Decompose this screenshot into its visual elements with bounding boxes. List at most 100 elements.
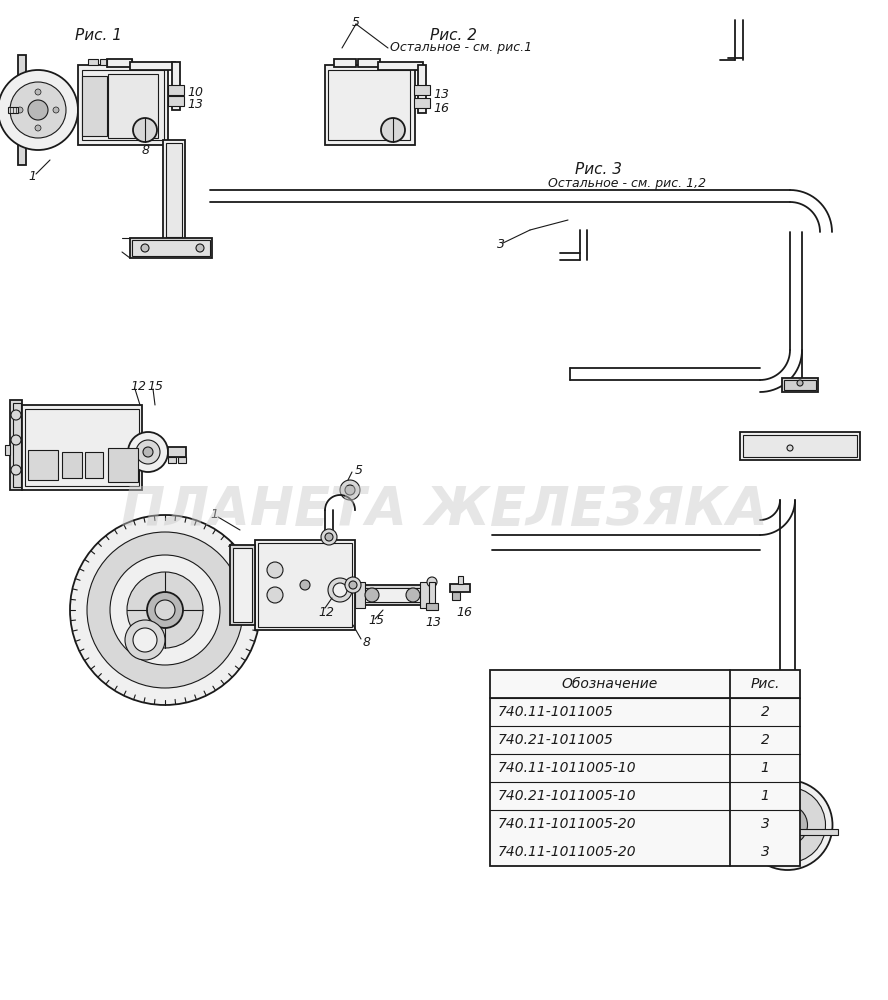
- Circle shape: [133, 118, 157, 142]
- Circle shape: [70, 515, 260, 705]
- Circle shape: [141, 244, 149, 252]
- Circle shape: [155, 600, 175, 620]
- Text: 1: 1: [760, 761, 769, 775]
- Text: 3: 3: [497, 238, 505, 251]
- Bar: [414, 85, 430, 95]
- Text: 16: 16: [433, 102, 449, 114]
- Text: Рис. 2: Рис. 2: [430, 27, 477, 42]
- Text: 740.21-1011005-10: 740.21-1011005-10: [498, 789, 637, 803]
- Bar: [178, 457, 186, 463]
- Bar: [378, 62, 423, 70]
- Circle shape: [349, 581, 357, 589]
- Bar: [108, 74, 158, 138]
- Circle shape: [87, 532, 243, 688]
- Bar: [230, 545, 255, 625]
- Bar: [233, 548, 252, 622]
- Circle shape: [381, 118, 405, 142]
- Bar: [782, 378, 818, 392]
- Circle shape: [35, 125, 41, 131]
- Circle shape: [196, 244, 204, 252]
- Circle shape: [133, 628, 157, 652]
- Circle shape: [11, 435, 21, 445]
- Text: 15: 15: [147, 380, 163, 393]
- Circle shape: [147, 592, 183, 628]
- Circle shape: [328, 578, 352, 602]
- Circle shape: [345, 577, 361, 593]
- Bar: [13, 403, 21, 487]
- Text: 8: 8: [363, 636, 371, 648]
- Text: 1: 1: [760, 789, 769, 803]
- Text: 8: 8: [142, 144, 150, 157]
- Circle shape: [780, 817, 796, 833]
- Circle shape: [267, 587, 283, 603]
- Text: Рис. 1: Рис. 1: [75, 27, 122, 42]
- Bar: [25, 409, 139, 486]
- Text: 3: 3: [760, 817, 769, 831]
- Bar: [85, 452, 103, 478]
- Text: Рис.: Рис.: [750, 677, 780, 691]
- Bar: [172, 62, 180, 110]
- Bar: [100, 59, 110, 65]
- Text: 2: 2: [760, 733, 769, 747]
- Bar: [22, 405, 142, 490]
- Bar: [108, 448, 138, 482]
- Circle shape: [125, 620, 165, 660]
- Bar: [743, 435, 857, 457]
- Bar: [168, 447, 186, 457]
- Bar: [62, 452, 82, 478]
- Circle shape: [0, 70, 78, 150]
- Circle shape: [321, 529, 337, 545]
- Bar: [325, 65, 415, 145]
- Text: 1: 1: [28, 169, 36, 182]
- Bar: [490, 670, 800, 866]
- Text: Остальное - см. рис.1: Остальное - см. рис.1: [390, 41, 532, 54]
- Text: 12: 12: [130, 380, 146, 393]
- Circle shape: [110, 555, 220, 665]
- Circle shape: [17, 107, 23, 113]
- Bar: [258, 543, 352, 627]
- Circle shape: [53, 107, 59, 113]
- Text: 740.11-1011005-10: 740.11-1011005-10: [498, 761, 637, 775]
- Circle shape: [267, 562, 283, 578]
- Bar: [130, 238, 212, 258]
- Bar: [130, 62, 175, 70]
- Circle shape: [128, 432, 168, 472]
- Text: 12: 12: [318, 605, 334, 618]
- Circle shape: [10, 82, 66, 138]
- Bar: [334, 59, 356, 67]
- Bar: [450, 584, 470, 592]
- Text: 15: 15: [368, 613, 384, 626]
- Bar: [8, 107, 18, 113]
- Bar: [355, 582, 365, 608]
- Circle shape: [35, 89, 41, 95]
- Bar: [458, 576, 463, 584]
- Bar: [18, 55, 26, 165]
- Circle shape: [406, 588, 420, 602]
- Bar: [168, 85, 184, 95]
- Text: 2: 2: [760, 705, 769, 719]
- Circle shape: [333, 583, 347, 597]
- Text: 13: 13: [425, 615, 441, 629]
- Bar: [28, 450, 58, 480]
- Bar: [166, 143, 182, 237]
- Circle shape: [300, 580, 310, 590]
- Circle shape: [365, 588, 379, 602]
- Bar: [78, 65, 168, 145]
- Circle shape: [345, 485, 355, 495]
- Bar: [82, 70, 164, 140]
- Bar: [5, 445, 10, 455]
- Circle shape: [127, 572, 203, 648]
- Bar: [82, 76, 107, 136]
- Bar: [163, 140, 185, 240]
- Text: Рис. 3: Рис. 3: [575, 162, 622, 178]
- Bar: [358, 59, 380, 67]
- Text: 3: 3: [760, 845, 769, 859]
- Text: 5: 5: [352, 15, 360, 28]
- Circle shape: [787, 445, 793, 451]
- Bar: [88, 59, 98, 65]
- Bar: [738, 829, 837, 835]
- Circle shape: [136, 440, 160, 464]
- Bar: [168, 457, 176, 463]
- Circle shape: [325, 533, 333, 541]
- Text: 740.21-1011005: 740.21-1011005: [498, 733, 614, 747]
